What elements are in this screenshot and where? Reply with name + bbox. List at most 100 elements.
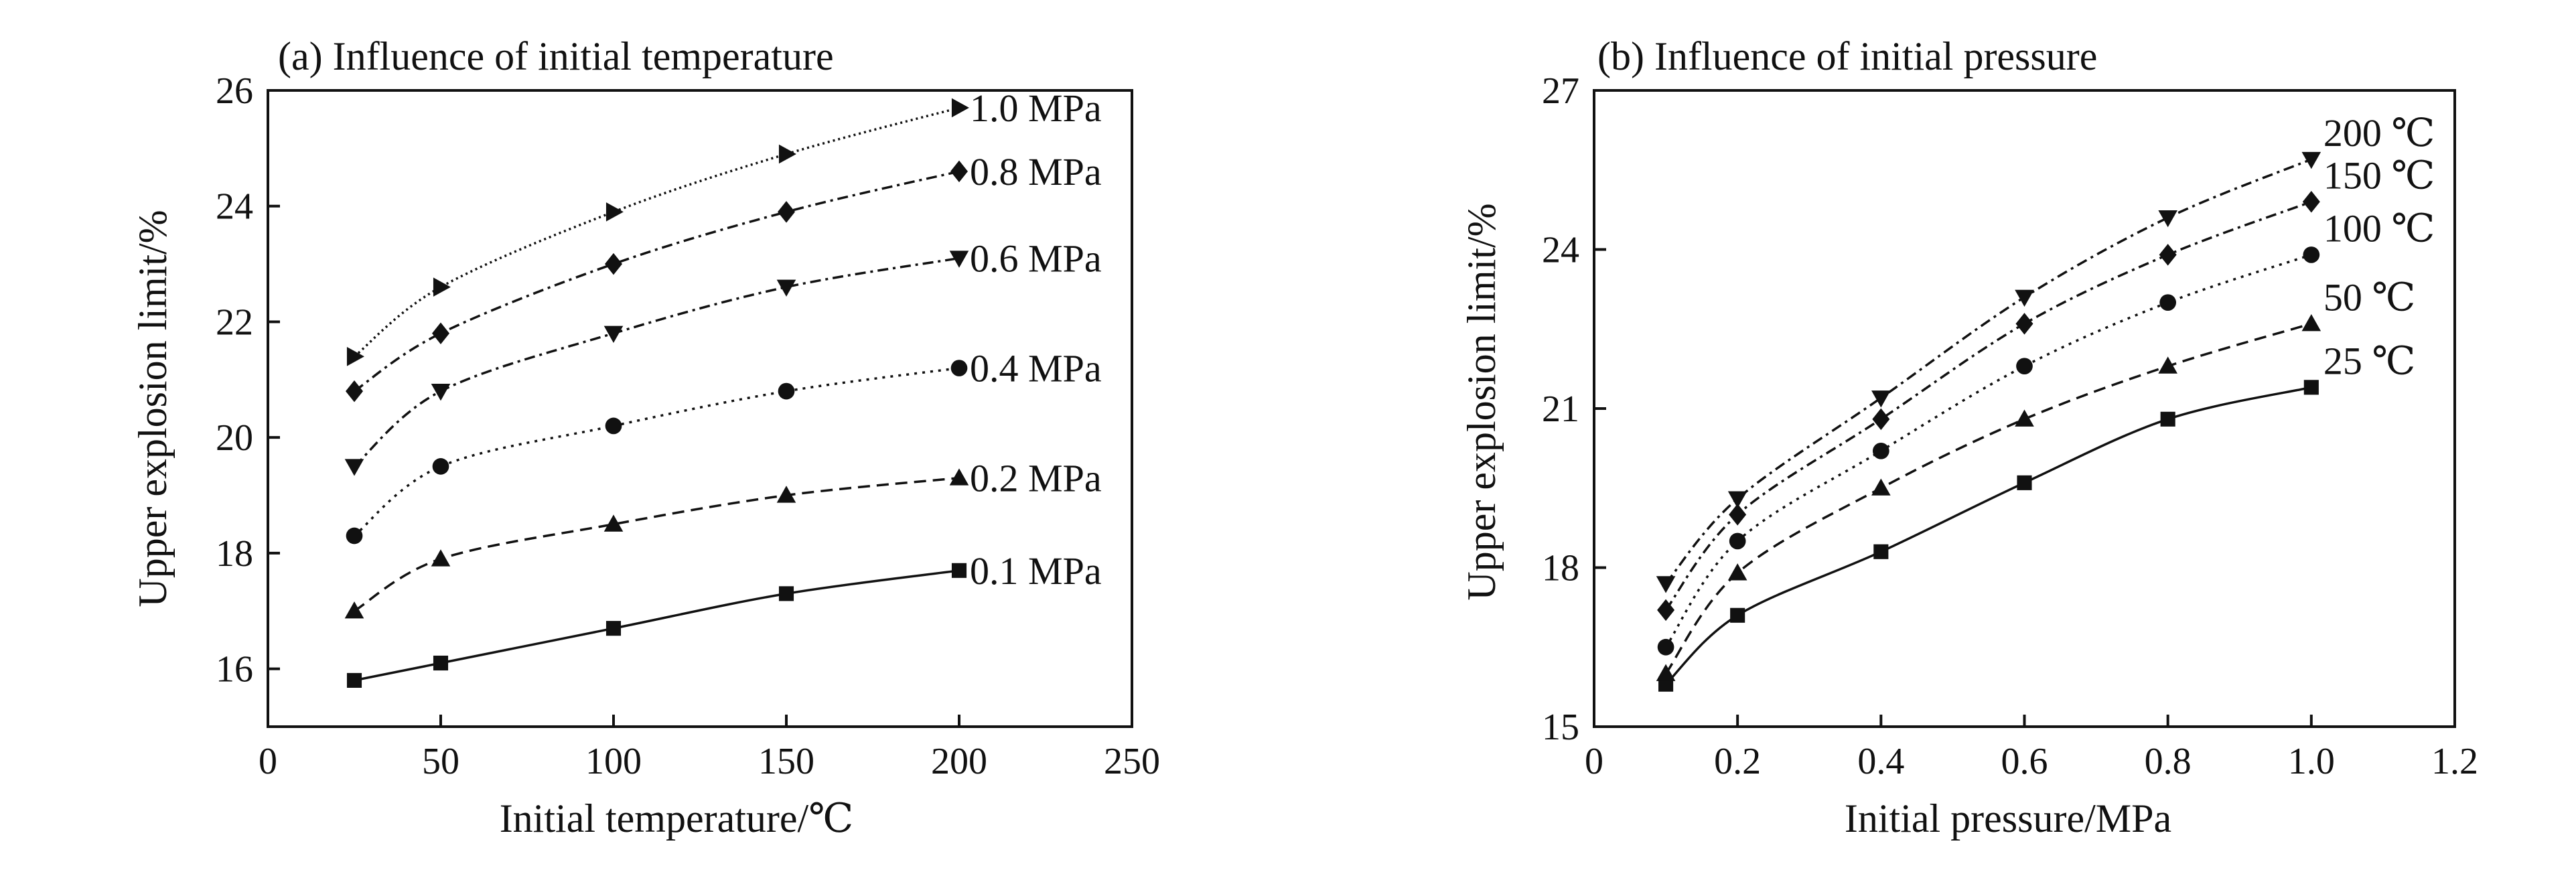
panel-b-data-point <box>1656 576 1676 593</box>
panel-b-data-point <box>2301 151 2321 169</box>
panel-a-data-point <box>949 250 969 268</box>
panel-a-data-point <box>605 417 622 435</box>
panel-b-pressure: (b) Influence of initial pressure Initia… <box>1459 34 2478 841</box>
panel-b-data-point <box>1729 532 1746 550</box>
panel-b-x-tick-label: 0.2 <box>1714 741 1761 782</box>
panel-a-data-point <box>431 549 451 567</box>
panel-a-data-point <box>778 201 795 223</box>
panel-b-series-line <box>1664 253 2312 648</box>
panel-a-series-line <box>354 476 960 612</box>
panel-b-data-point <box>2160 411 2175 427</box>
panel-a-series-label: 1.0 MPa <box>970 86 1102 130</box>
panel-b-series-label: 25 ℃ <box>2323 339 2415 382</box>
panel-a-data-point <box>949 468 969 486</box>
panel-b-y-tick-label: 24 <box>1542 230 1579 271</box>
panel-a-x-tick-label: 200 <box>931 741 987 782</box>
panel-a-x-tick-label: 250 <box>1104 741 1160 782</box>
panel-a-data-point <box>432 458 449 475</box>
panel-b-title: (b) Influence of initial pressure <box>1597 34 2097 78</box>
panel-a-ticks: 0 50 100 150 200 250 16 18 20 22 24 26 <box>216 70 1160 782</box>
panel-a-data-point <box>346 380 363 403</box>
panel-a-title: (a) Influence of initial temperature <box>278 34 834 78</box>
panel-b-data-point <box>2015 313 2033 335</box>
panel-b-series-label: 200 ℃ <box>2323 111 2435 155</box>
panel-a-data-point <box>951 563 967 578</box>
panel-a-data-point <box>605 202 624 222</box>
panel-b-data-point <box>1729 504 1747 526</box>
panel-b-data-point <box>2301 314 2321 332</box>
panel-a-data-point <box>431 384 451 401</box>
panel-a-series-line <box>354 170 960 392</box>
panel-a-y-tick-label: 18 <box>216 533 253 575</box>
panel-b-data-point <box>2016 358 2033 375</box>
panel-a-data-point <box>951 98 969 118</box>
panel-a-data-point <box>778 144 796 164</box>
panel-b-x-tick-label: 0.4 <box>1857 741 1904 782</box>
panel-b-series-line <box>1664 386 2312 685</box>
panel-a-data-point <box>950 360 968 376</box>
panel-b-y-tick-label: 15 <box>1542 707 1579 748</box>
panel-a-data-point <box>603 514 624 532</box>
panel-b-markers <box>1656 151 2321 692</box>
panel-b-data-point <box>2015 409 2034 427</box>
panel-a-series-label: 0.6 MPa <box>970 236 1102 280</box>
panel-a-series-label: 0.8 MPa <box>970 150 1102 194</box>
panel-a-data-point <box>346 672 362 688</box>
panel-a-x-axis-label: Initial temperature/℃ <box>500 796 854 841</box>
panel-b-series-label: 100 ℃ <box>2323 206 2435 250</box>
panel-b-series-label: 150 ℃ <box>2323 153 2435 197</box>
panel-b-x-axis-label: Initial pressure/MPa <box>1845 796 2171 841</box>
panel-b-curves <box>1664 158 2312 685</box>
panel-a-data-point <box>778 586 794 601</box>
panel-b-y-tick-label: 18 <box>1542 548 1579 589</box>
panel-a-x-tick-label: 150 <box>758 741 814 782</box>
panel-a-data-point <box>433 277 451 297</box>
panel-b-data-point <box>2303 380 2319 395</box>
panel-a-x-tick-label: 0 <box>259 741 277 782</box>
panel-a-data-point <box>778 382 795 400</box>
panel-a-data-point <box>776 279 796 297</box>
panel-a-y-tick-label: 16 <box>216 649 253 691</box>
panel-a-temperature: (a) Influence of initial temperature Ini… <box>131 34 1160 841</box>
panel-a-series-labels: 0.1 MPa 0.2 MPa 0.4 MPa 0.6 MPa 0.8 MPa 1.0 M… <box>970 86 1102 593</box>
panel-a-data-point <box>346 346 364 366</box>
panel-b-data-point <box>1730 607 1745 623</box>
panel-b-x-tick-label: 0.6 <box>2001 741 2048 782</box>
panel-b-data-point <box>2017 475 2032 490</box>
panel-b-data-point <box>1871 478 1891 496</box>
panel-a-curves <box>353 106 960 682</box>
panel-a-data-point <box>605 252 622 275</box>
panel-a-series-line <box>353 366 960 537</box>
panel-b-x-tick-label: 1.0 <box>2288 741 2335 782</box>
panel-b-x-tick-label: 0 <box>1585 741 1603 782</box>
panel-a-y-tick-label: 22 <box>216 301 253 343</box>
panel-a-series-label: 0.4 MPa <box>970 347 1102 390</box>
panel-a-data-point <box>950 160 968 183</box>
panel-b-data-point <box>1727 563 1747 581</box>
panel-a-data-point <box>344 459 364 476</box>
panel-b-data-point <box>2159 244 2177 266</box>
panel-a-data-point <box>344 601 364 619</box>
panel-b-data-point <box>2158 210 2177 228</box>
panel-b-data-point <box>2159 294 2177 311</box>
panel-b-data-point <box>1871 390 1891 408</box>
panel-b-y-axis-label: Upper explosion limit/% <box>1459 203 1504 600</box>
panel-b-data-point <box>2303 246 2320 263</box>
panel-b-data-point <box>1872 408 1890 431</box>
panel-a-data-point <box>432 322 449 344</box>
panel-b-ticks: 0 0.2 0.4 0.6 0.8 1.0 1.2 15 18 21 24 27 <box>1542 70 2478 782</box>
panel-b-data-point <box>1727 491 1747 508</box>
panel-a-series-label: 0.1 MPa <box>970 549 1102 593</box>
panel-a-plot-frame <box>267 89 1133 728</box>
panel-a-data-point <box>346 527 363 545</box>
panel-b-data-point <box>2158 356 2177 374</box>
panel-a-series-line <box>353 106 960 358</box>
panel-a-x-tick-label: 100 <box>585 741 642 782</box>
panel-b-x-tick-label: 0.8 <box>2145 741 2192 782</box>
panel-a-markers <box>344 98 969 688</box>
panel-b-data-point <box>1657 638 1674 656</box>
panel-a-data-point <box>603 325 624 344</box>
panel-a-series-line <box>354 569 960 682</box>
